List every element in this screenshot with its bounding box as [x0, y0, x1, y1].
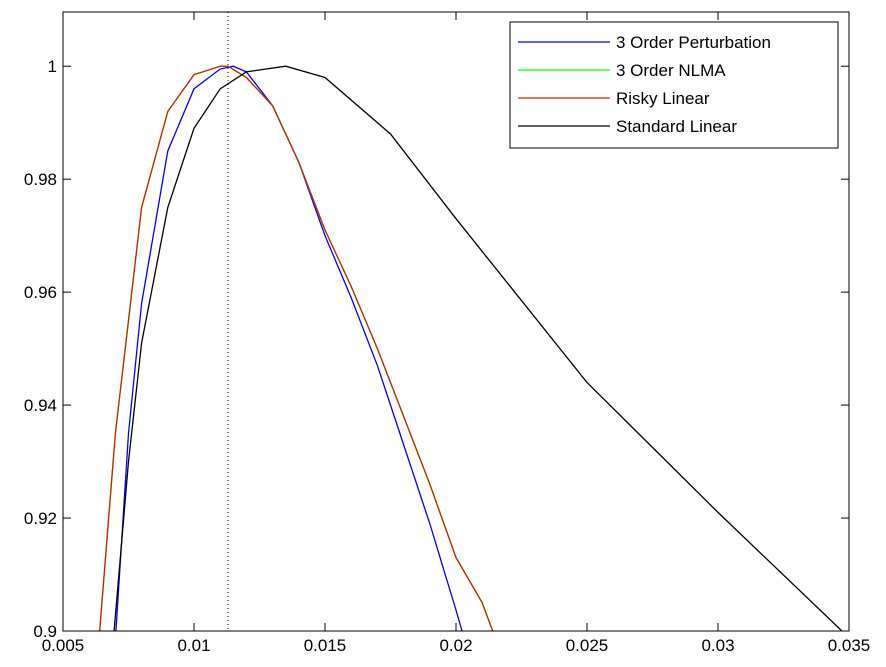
legend-label: Standard Linear	[616, 117, 737, 136]
y-tick-label: 0.98	[24, 170, 57, 189]
legend-label: Risky Linear	[616, 89, 710, 108]
y-tick-label: 0.92	[24, 509, 57, 528]
axes-box	[62, 11, 850, 632]
x-tick-label: 0.025	[566, 636, 609, 655]
legend-label: 3 Order NLMA	[616, 61, 726, 80]
x-tick-label: 0.02	[439, 636, 472, 655]
legend-label: 3 Order Perturbation	[616, 33, 771, 52]
series-line	[113, 65, 843, 631]
x-tick-label: 0.035	[828, 636, 871, 655]
x-tick-label: 0.01	[177, 636, 210, 655]
x-tick-label: 0.005	[42, 636, 85, 655]
y-tick-label: 0.94	[24, 396, 57, 415]
x-tick-label: 0.03	[701, 636, 734, 655]
y-tick-label: 0.96	[24, 283, 57, 302]
x-tick-label: 0.015	[304, 636, 347, 655]
y-tick-label: 1	[48, 57, 57, 76]
y-tick-label: 0.9	[33, 622, 57, 641]
legend-box	[509, 21, 839, 149]
series-line	[99, 65, 494, 631]
